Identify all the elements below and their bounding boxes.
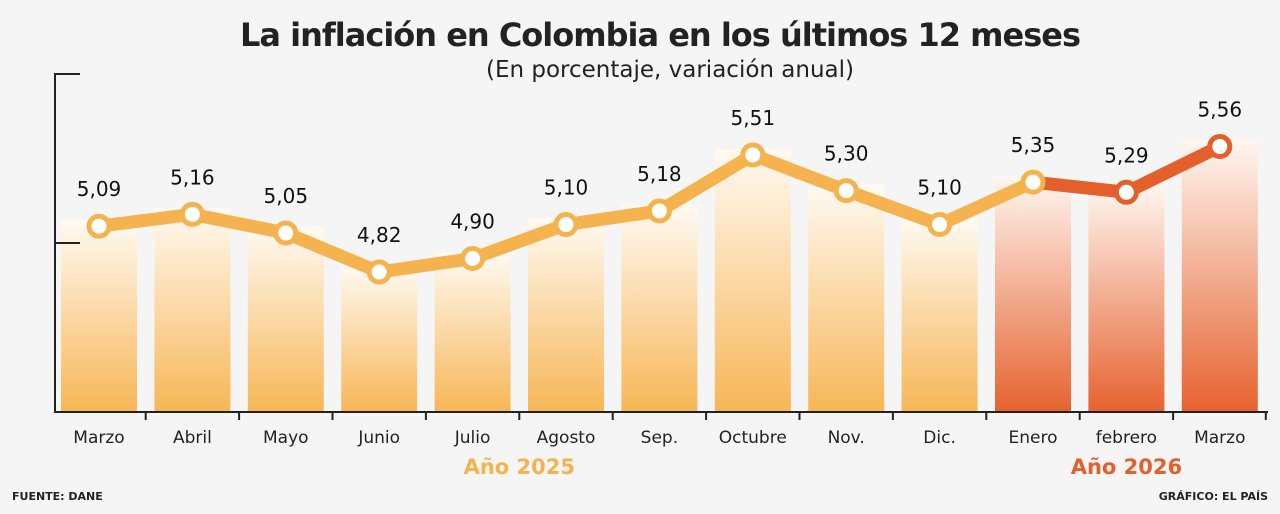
- data-point: [740, 142, 766, 168]
- x-tick-label: Octubre: [719, 428, 787, 448]
- year-group-label: Año 2026: [1071, 455, 1182, 479]
- x-tick-label: Nov.: [828, 428, 865, 448]
- data-label: 5,29: [1104, 143, 1149, 167]
- series-line-segment: [372, 251, 480, 279]
- bar: [1088, 186, 1165, 412]
- data-label: 5,16: [170, 165, 215, 189]
- data-point: [1113, 179, 1139, 205]
- series-line-segment: [185, 207, 293, 240]
- data-point: [460, 245, 486, 271]
- data-label: 5,10: [917, 176, 962, 200]
- series-line-segment: [466, 218, 573, 265]
- bar: [808, 184, 885, 412]
- x-tick-label: Abril: [173, 428, 212, 448]
- year-group-label: Año 2025: [464, 455, 575, 479]
- x-tick-label: Agosto: [537, 428, 596, 448]
- series-line-segment: [1026, 175, 1133, 199]
- data-point: [273, 220, 299, 246]
- x-tick-label: Julio: [454, 428, 491, 448]
- data-point: [86, 213, 112, 239]
- x-tick-label: Sep.: [641, 428, 678, 448]
- data-label: 5,30: [824, 142, 869, 166]
- data-label: 5,51: [731, 106, 776, 130]
- data-point: [553, 212, 579, 238]
- x-tick-label: Dic.: [923, 428, 956, 448]
- data-label: 4,90: [450, 209, 495, 233]
- x-tick-label: Marzo: [1194, 428, 1245, 448]
- x-tick-label: Marzo: [73, 428, 124, 448]
- series-line-segment: [652, 148, 760, 218]
- data-point: [1207, 134, 1233, 160]
- data-point: [179, 201, 205, 227]
- data-label: 5,09: [77, 177, 122, 201]
- data-point: [366, 259, 392, 285]
- series-line-segment: [746, 148, 853, 198]
- data-label: 5,10: [544, 176, 589, 200]
- x-tick-label: Enero: [1009, 428, 1058, 448]
- bar: [528, 218, 604, 412]
- data-point: [1020, 169, 1046, 195]
- data-point: [646, 198, 672, 224]
- data-label: 5,05: [264, 184, 309, 208]
- bar: [901, 218, 978, 412]
- credit-note: GRÁFICO: EL PAÍS: [1158, 490, 1268, 503]
- x-tick-label: febrero: [1096, 428, 1157, 448]
- series-line-segment: [1119, 140, 1227, 199]
- x-tick-label: Mayo: [263, 428, 309, 448]
- series-line-segment: [839, 184, 947, 232]
- data-label: 4,82: [357, 223, 402, 247]
- bar: [341, 266, 418, 412]
- data-label: 5,35: [1011, 133, 1056, 157]
- bar: [995, 176, 1071, 412]
- data-point: [833, 178, 859, 204]
- series-line-segment: [279, 226, 386, 279]
- bar: [247, 227, 324, 412]
- x-tick-label: Junio: [357, 428, 400, 448]
- chart-subtitle: (En porcentaje, variación anual): [485, 57, 854, 83]
- bar: [154, 208, 231, 412]
- bar: [434, 252, 511, 412]
- series-line-segment: [933, 175, 1040, 232]
- bar: [714, 149, 791, 412]
- chart-title: La inflación en Colombia en los últimos …: [239, 16, 1081, 54]
- series-line-segment: [92, 207, 199, 233]
- data-label: 5,56: [1198, 98, 1243, 122]
- data-point: [927, 212, 953, 238]
- bar: [621, 204, 698, 412]
- source-note: FUENTE: DANE: [12, 490, 103, 503]
- data-label: 5,18: [637, 162, 682, 186]
- bar: [1181, 140, 1258, 412]
- bar: [61, 220, 137, 412]
- series-line-segment: [559, 204, 666, 232]
